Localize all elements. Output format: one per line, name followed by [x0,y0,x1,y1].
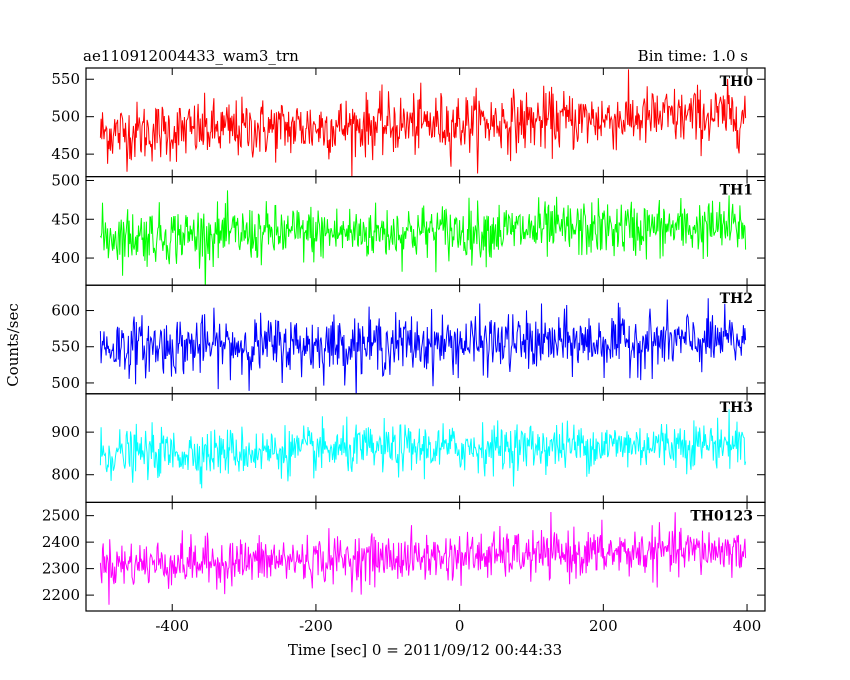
x-tick-label: -200 [299,617,333,635]
panel-label-th2: TH2 [720,291,753,307]
y-tick-label: 2200 [42,586,80,604]
plot-title: ae110912004433_wam3_trn [83,47,299,65]
series-line-th0 [99,69,747,177]
x-tick-label: 200 [589,617,618,635]
panel-frame-th0 [85,67,766,178]
x-tick-label: 400 [733,617,762,635]
series-line-th0123 [99,511,747,605]
y-tick-label: 450 [51,145,80,163]
y-tick-label: 2400 [42,533,80,551]
y-tick-label: 400 [51,249,80,267]
y-tick-label: 500 [51,171,80,189]
y-tick-label: 450 [51,210,80,228]
bin-time-label: Bin time: 1.0 s [638,47,748,65]
series-line-th3 [99,409,747,489]
y-axis-label: Counts/sec [4,303,22,387]
y-tick-label: 900 [51,423,80,441]
y-tick-label: 550 [51,338,80,356]
y-tick-label: 500 [51,108,80,126]
panel-label-th0123: TH0123 [690,508,753,524]
x-tick-label: -400 [155,617,189,635]
panel-label-th0: TH0 [720,74,754,90]
panel-label-th3: TH3 [720,400,753,416]
panel-frame-th0123 [85,501,766,612]
y-tick-label: 500 [51,374,80,392]
panel-frame-th3 [85,393,766,503]
x-axis-label: Time [sec] 0 = 2011/09/12 00:44:33 [288,641,562,659]
y-tick-label: 2300 [42,560,80,578]
panels-group: 450 500 550 TH0 400 450 500 TH1 500 550 600 TH2 800 9… [42,67,766,612]
y-tick-label: 600 [51,302,80,320]
x-tick-labels: -400 -200 0 200 400 [155,617,761,635]
x-tick-label: 0 [455,617,465,635]
y-tick-label: 2500 [42,507,80,525]
series-line-th1 [99,190,747,286]
y-tick-label: 550 [51,70,80,88]
y-tick-label: 800 [51,466,80,484]
panel-label-th1: TH1 [720,183,753,199]
series-line-th2 [99,298,747,394]
